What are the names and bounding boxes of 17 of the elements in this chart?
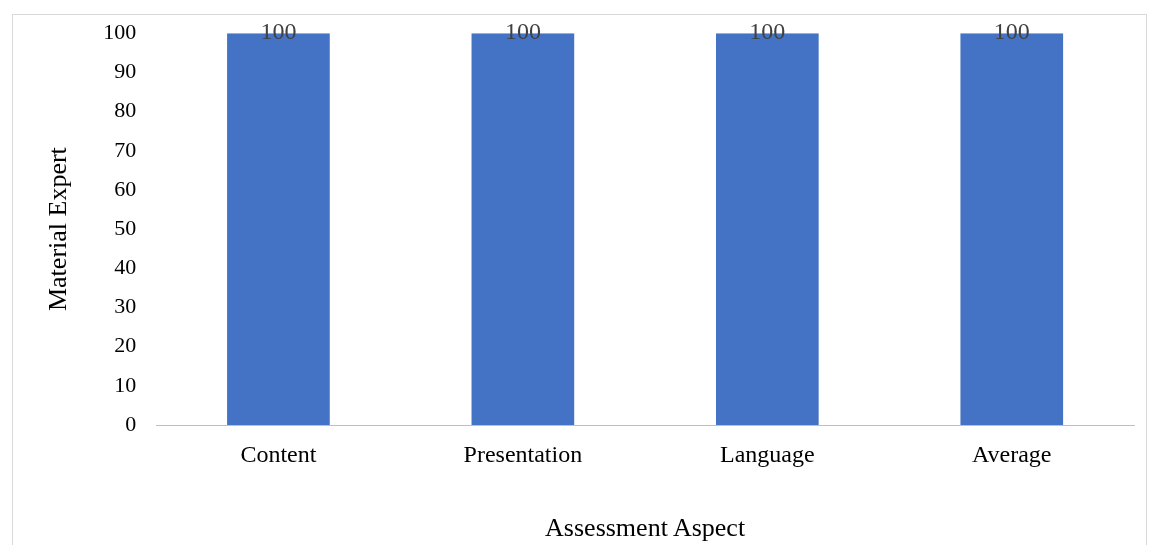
x-tick-label: Language — [720, 440, 815, 467]
y-tick-label: 50 — [114, 214, 137, 240]
x-tick-label: Presentation — [463, 440, 583, 467]
y-tick-label: 30 — [114, 293, 137, 319]
y-tick-label: 90 — [114, 58, 137, 84]
x-tick-label: Content — [240, 440, 317, 467]
y-tick-label: 70 — [114, 136, 137, 162]
y-tick-label: 80 — [114, 97, 137, 123]
x-tick-label: Average — [972, 440, 1052, 467]
y-axis-title: Material Expert — [43, 146, 73, 312]
x-axis-title: Assessment Aspect — [545, 513, 746, 543]
y-tick-label: 100 — [103, 18, 137, 44]
y-tick-label: 60 — [114, 175, 137, 201]
y-tick-label: 40 — [114, 254, 137, 280]
y-tick-label: 0 — [125, 410, 137, 436]
y-tick-label: 10 — [114, 371, 137, 397]
y-tick-label: 20 — [114, 332, 137, 358]
